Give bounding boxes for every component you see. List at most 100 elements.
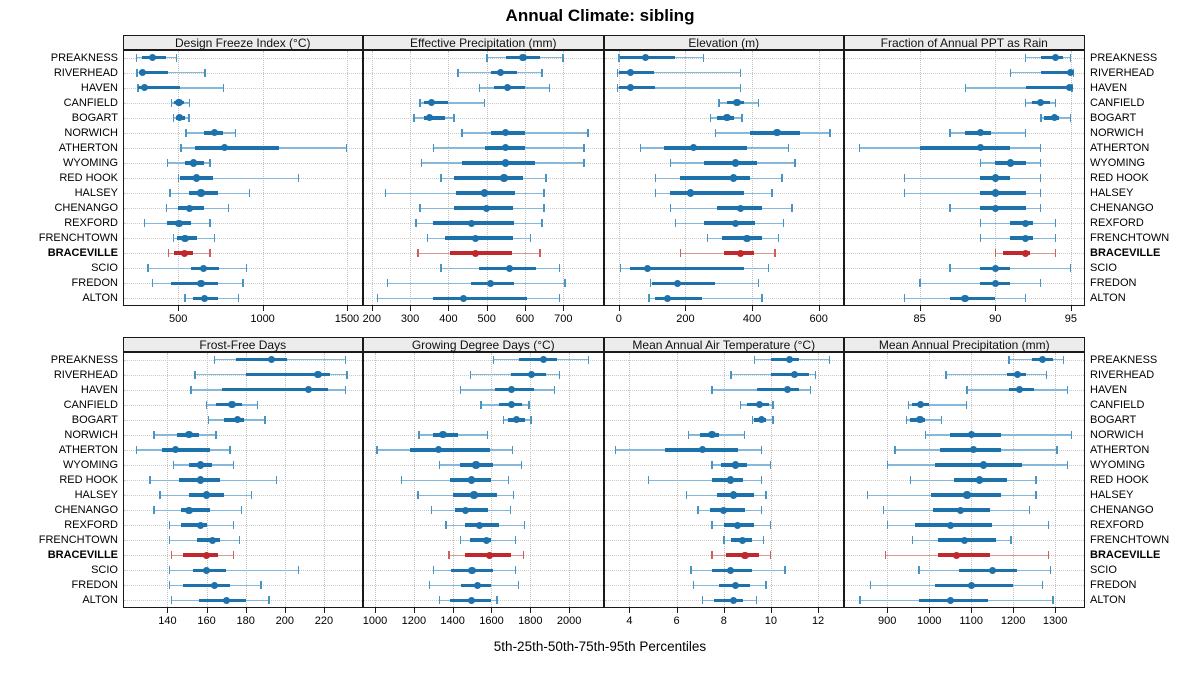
- whisker-cap-low: [669, 158, 672, 167]
- site-label-left: ATHERTON: [58, 443, 118, 456]
- axis-tick-label: 1500: [334, 313, 360, 325]
- axis-tick: [491, 608, 493, 613]
- median-dot: [467, 219, 475, 227]
- gridline-horizontal: [123, 87, 362, 89]
- whisker-cap-high: [757, 279, 760, 288]
- whisker-cap-low: [894, 445, 896, 454]
- median-dot: [730, 174, 738, 182]
- iqr-bar: [618, 85, 656, 90]
- whisker-cap-low: [478, 83, 480, 92]
- axis-tick: [563, 306, 565, 311]
- panel-strip: Effective Precipitation (mm): [363, 35, 604, 50]
- median-dot: [175, 219, 183, 227]
- whisker-cap-high: [1069, 264, 1072, 273]
- median-dot: [729, 491, 737, 499]
- site-label-right: NORWICH: [1090, 126, 1144, 139]
- whisker-line: [419, 102, 485, 104]
- axis-tick-label: 400: [742, 313, 762, 325]
- median-dot: [513, 416, 521, 424]
- iqr-bar: [235, 357, 287, 362]
- median-dot: [189, 159, 197, 167]
- whisker-cap-low: [421, 158, 423, 167]
- whisker-cap-low: [711, 460, 713, 469]
- iqr-bar: [454, 176, 524, 180]
- iqr-bar: [949, 296, 996, 301]
- median-dot: [481, 189, 489, 197]
- panel-strip-title: Effective Precipitation (mm): [410, 36, 557, 50]
- whisker-cap-high: [242, 279, 244, 288]
- median-dot: [202, 566, 211, 574]
- axis-tick-label: 4: [626, 615, 633, 627]
- whisker-cap-low: [907, 400, 910, 409]
- whisker-cap-high: [760, 445, 762, 454]
- median-dot: [1067, 68, 1075, 77]
- gridline-horizontal: [123, 464, 362, 466]
- axis-tick-label: 160: [197, 615, 216, 627]
- gridline-horizontal: [123, 434, 362, 436]
- whisker-cap-low: [400, 476, 403, 484]
- iqr-bar: [1025, 85, 1071, 90]
- gridline-horizontal: [123, 510, 362, 512]
- iqr-bar: [980, 191, 1026, 195]
- median-dot: [991, 174, 999, 182]
- iqr-bar: [709, 508, 745, 512]
- median-dot: [210, 129, 219, 137]
- whisker-cap-high: [739, 68, 741, 77]
- median-dot: [221, 144, 229, 152]
- gridline-horizontal: [123, 117, 362, 119]
- whisker-cap-low: [438, 460, 440, 469]
- axis-tick: [167, 608, 169, 613]
- axis-tick-label: 400: [439, 313, 458, 325]
- gridline-horizontal: [845, 238, 1084, 240]
- panel-strip-title: Mean Annual Precipitation (mm): [878, 338, 1050, 352]
- site-label-right: ATHERTON: [1090, 141, 1150, 154]
- whisker-line: [461, 132, 589, 134]
- gridline-horizontal: [123, 72, 362, 74]
- whisker-cap-low: [1025, 98, 1027, 107]
- median-dot: [975, 476, 984, 484]
- whisker-cap-high: [189, 98, 191, 107]
- axis-tick-label: 200: [275, 615, 294, 627]
- whisker-cap-low: [172, 234, 175, 243]
- whisker-cap-low: [687, 430, 690, 439]
- whisker-cap-low: [866, 491, 868, 500]
- panel-strip: Fraction of Annual PPT as Rain: [844, 35, 1085, 50]
- iqr-bar: [409, 448, 490, 452]
- whisker-cap-low: [440, 174, 442, 182]
- whisker-cap-high: [1039, 143, 1042, 152]
- whisker-cap-low: [619, 264, 622, 273]
- whisker-cap-high: [1054, 249, 1057, 258]
- whisker-cap-high: [1054, 234, 1057, 243]
- whisker-cap-high: [777, 234, 780, 243]
- whisker-cap-high: [1010, 536, 1012, 545]
- site-label-left: HAVEN: [80, 81, 118, 94]
- site-label-left: RIVERHEAD: [53, 66, 118, 79]
- median-dot: [149, 53, 157, 62]
- gridline-horizontal: [123, 102, 362, 104]
- whisker-cap-high: [344, 355, 346, 364]
- whisker-cap-low: [919, 279, 921, 288]
- whisker-cap-low: [137, 83, 139, 92]
- whisker-cap-low: [869, 581, 872, 590]
- whisker-cap-high: [514, 536, 517, 545]
- site-label-right: PREAKNESS: [1090, 353, 1158, 366]
- whisker-cap-high: [512, 491, 515, 500]
- whisker-cap-low: [945, 370, 947, 379]
- median-dot: [197, 189, 205, 197]
- median-dot: [708, 431, 716, 439]
- whisker-cap-low: [153, 506, 155, 515]
- panel-strip: Mean Annual Air Temperature (°C): [603, 337, 844, 352]
- median-dot: [729, 596, 737, 605]
- whisker-cap-low: [469, 370, 472, 379]
- median-dot: [727, 476, 735, 484]
- whisker-cap-high: [1069, 113, 1072, 122]
- whisker-cap-high: [249, 189, 251, 198]
- iqr-bar: [196, 538, 221, 543]
- panel-strip-title: Design Freeze Index (°C): [174, 36, 311, 50]
- median-dot: [731, 219, 739, 227]
- whisker-cap-low: [706, 234, 708, 243]
- median-dot: [139, 68, 147, 77]
- whisker-cap-low: [384, 189, 387, 198]
- gridline-horizontal: [364, 359, 603, 361]
- iqr-bar: [518, 357, 557, 362]
